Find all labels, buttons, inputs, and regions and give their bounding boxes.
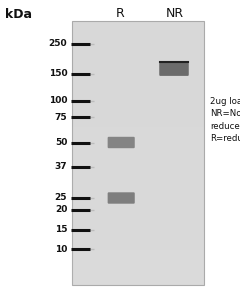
Bar bbox=[72, 241, 204, 250]
Bar bbox=[72, 162, 204, 171]
Text: kDa: kDa bbox=[5, 8, 32, 20]
Text: 100: 100 bbox=[49, 96, 67, 105]
Bar bbox=[72, 100, 204, 109]
Text: 15: 15 bbox=[55, 225, 67, 234]
Text: NR: NR bbox=[166, 7, 184, 20]
Text: 2ug loading
NR=Non-
reduced
R=reduced: 2ug loading NR=Non- reduced R=reduced bbox=[210, 97, 240, 143]
Bar bbox=[72, 144, 204, 153]
Bar bbox=[72, 206, 204, 214]
Bar bbox=[72, 197, 204, 206]
Text: 25: 25 bbox=[55, 194, 67, 202]
Text: 150: 150 bbox=[48, 69, 67, 78]
Bar bbox=[72, 30, 204, 39]
Bar bbox=[72, 188, 204, 197]
Bar bbox=[72, 47, 204, 56]
Bar bbox=[72, 56, 204, 65]
Bar bbox=[72, 250, 204, 259]
Bar bbox=[72, 135, 204, 144]
Text: 250: 250 bbox=[48, 39, 67, 48]
FancyBboxPatch shape bbox=[108, 137, 135, 148]
Bar bbox=[72, 82, 204, 91]
Text: 37: 37 bbox=[54, 162, 67, 171]
Bar bbox=[72, 259, 204, 267]
Bar bbox=[72, 179, 204, 188]
Bar bbox=[72, 224, 204, 232]
Bar bbox=[72, 214, 204, 224]
Bar bbox=[72, 153, 204, 162]
Bar bbox=[72, 109, 204, 118]
Bar bbox=[72, 232, 204, 241]
Text: R: R bbox=[116, 7, 124, 20]
Bar bbox=[72, 118, 204, 127]
Bar bbox=[72, 21, 204, 285]
Bar bbox=[72, 127, 204, 135]
Text: 20: 20 bbox=[55, 206, 67, 214]
Text: 50: 50 bbox=[55, 138, 67, 147]
Bar bbox=[72, 267, 204, 276]
Text: 10: 10 bbox=[55, 244, 67, 253]
Bar bbox=[72, 39, 204, 47]
FancyBboxPatch shape bbox=[108, 192, 135, 204]
Bar bbox=[72, 65, 204, 74]
Text: 75: 75 bbox=[54, 112, 67, 122]
Bar bbox=[72, 74, 204, 82]
Bar bbox=[72, 21, 204, 30]
FancyBboxPatch shape bbox=[159, 62, 189, 76]
Bar bbox=[72, 92, 204, 100]
Bar bbox=[72, 276, 204, 285]
Bar bbox=[72, 171, 204, 179]
